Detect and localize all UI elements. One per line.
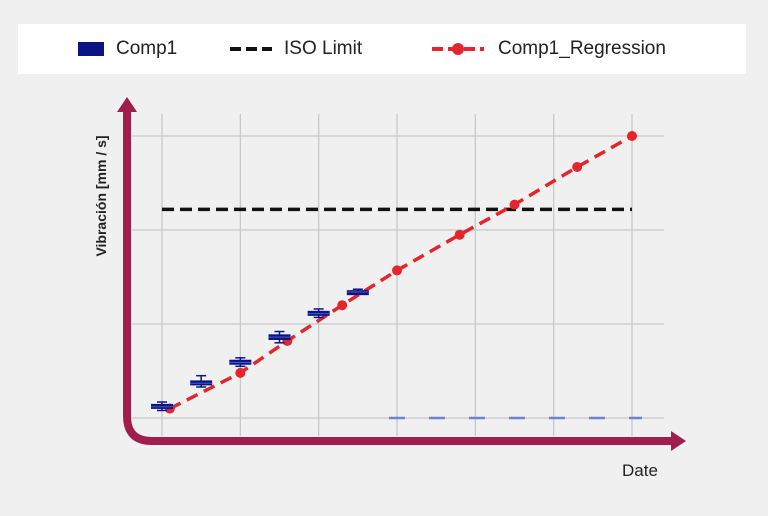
- chart-axes: [117, 97, 686, 451]
- comp1-box: [307, 308, 330, 319]
- comp1-box: [268, 330, 291, 344]
- x-axis-label: Date: [622, 461, 658, 480]
- regression-point: [337, 300, 348, 311]
- regression-series: [164, 131, 637, 414]
- iso-limit-swatch: [230, 47, 272, 51]
- legend-label-regression: Comp1_Regression: [498, 38, 666, 59]
- x-axis-arrowhead: [671, 431, 686, 451]
- chart-legend: Comp1 ISO Limit Comp1_Regression: [18, 24, 746, 74]
- box-body: [346, 290, 369, 296]
- comp1-box: [229, 357, 252, 368]
- regression-point: [235, 367, 246, 378]
- y-axis-arrowhead: [117, 97, 137, 112]
- legend-item-comp1[interactable]: Comp1: [78, 24, 177, 74]
- legend-item-regression[interactable]: Comp1_Regression: [432, 24, 666, 74]
- axis-lines: [123, 112, 672, 445]
- regression-swatch: [432, 42, 484, 56]
- regression-point: [572, 162, 583, 173]
- comp1-swatch: [78, 42, 104, 56]
- regression-point: [509, 199, 520, 210]
- comp1-box: [190, 374, 213, 388]
- comp1-series: [151, 288, 369, 412]
- grid-lines: [132, 114, 664, 436]
- legend-label-comp1: Comp1: [116, 38, 178, 59]
- regression-point: [627, 131, 637, 141]
- comp1-box: [346, 288, 369, 296]
- legend-item-iso-limit[interactable]: ISO Limit: [230, 24, 362, 74]
- regression-point: [392, 265, 402, 276]
- y-axis-label: Vibración [mm / s]: [93, 135, 109, 256]
- regression-point: [454, 229, 465, 240]
- comp1-box: [151, 401, 173, 412]
- legend-label-iso-limit: ISO Limit: [284, 38, 363, 59]
